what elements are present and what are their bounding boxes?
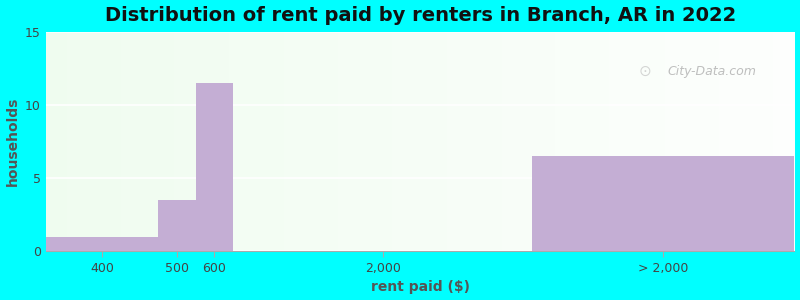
Text: City-Data.com: City-Data.com xyxy=(667,65,756,78)
Bar xyxy=(533,156,794,251)
X-axis label: rent paid ($): rent paid ($) xyxy=(370,280,470,294)
Bar xyxy=(195,83,233,251)
Bar xyxy=(46,237,158,251)
Bar xyxy=(158,200,195,251)
Title: Distribution of rent paid by renters in Branch, AR in 2022: Distribution of rent paid by renters in … xyxy=(105,6,736,25)
Text: ⊙: ⊙ xyxy=(638,64,651,79)
Y-axis label: households: households xyxy=(6,97,19,186)
